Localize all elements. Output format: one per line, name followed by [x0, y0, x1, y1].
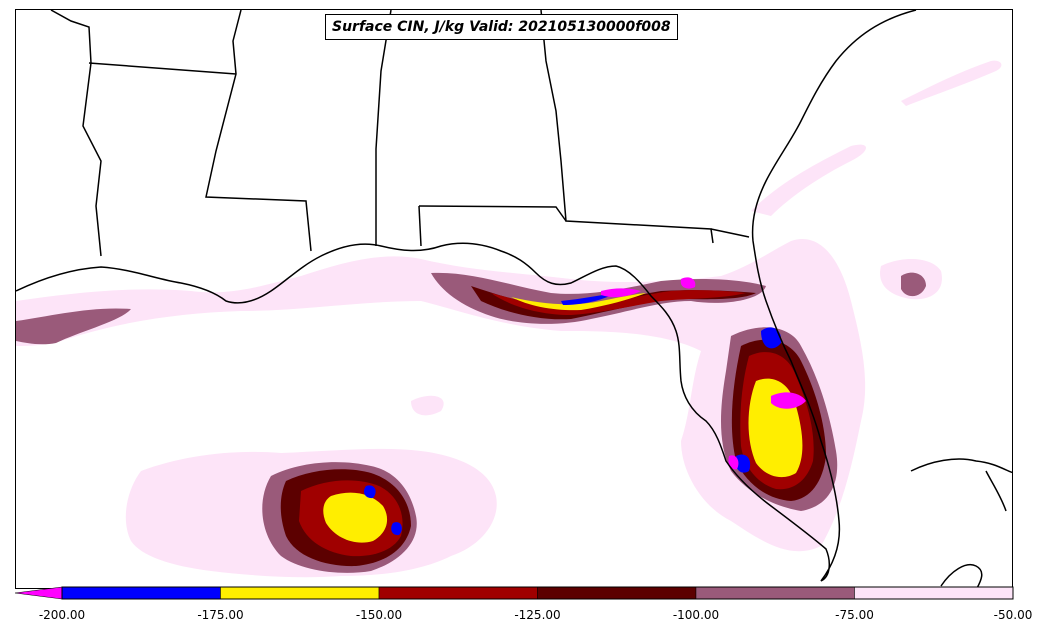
colorbar-tick-label: -200.00 [38, 608, 86, 622]
coastlines [16, 10, 1012, 588]
colorbar-bin-2 [378, 586, 538, 600]
colorbar-extend-min [14, 586, 63, 600]
colorbar-bin-3 [537, 586, 697, 600]
colorbar-bin-0 [61, 586, 221, 600]
colorbar-tick-label: -75.00 [835, 608, 874, 622]
cin-fill-magenta [601, 277, 806, 470]
colorbar-tick-label: -125.00 [514, 608, 561, 622]
cin-map [16, 10, 1012, 588]
colorbar-tick-label: -100.00 [672, 608, 720, 622]
cin-fill-blue [363, 293, 782, 536]
colorbar-bin-5 [854, 586, 1014, 600]
colorbar-bins [61, 586, 1014, 600]
colorbar-tick-label: -50.00 [993, 608, 1033, 622]
map-panel [15, 9, 1013, 589]
colorbar-tick-label: -175.00 [197, 608, 244, 622]
map-title: Surface CIN, J/kg Valid: 202105130000f00… [325, 14, 678, 40]
colorbar-bin-4 [695, 586, 855, 600]
colorbar-tick-label: -150.00 [355, 608, 403, 622]
state-borders [50, 10, 750, 257]
colorbar-outline [61, 586, 1014, 600]
colorbar [14, 586, 1014, 600]
colorbar-bin-1 [220, 586, 380, 600]
